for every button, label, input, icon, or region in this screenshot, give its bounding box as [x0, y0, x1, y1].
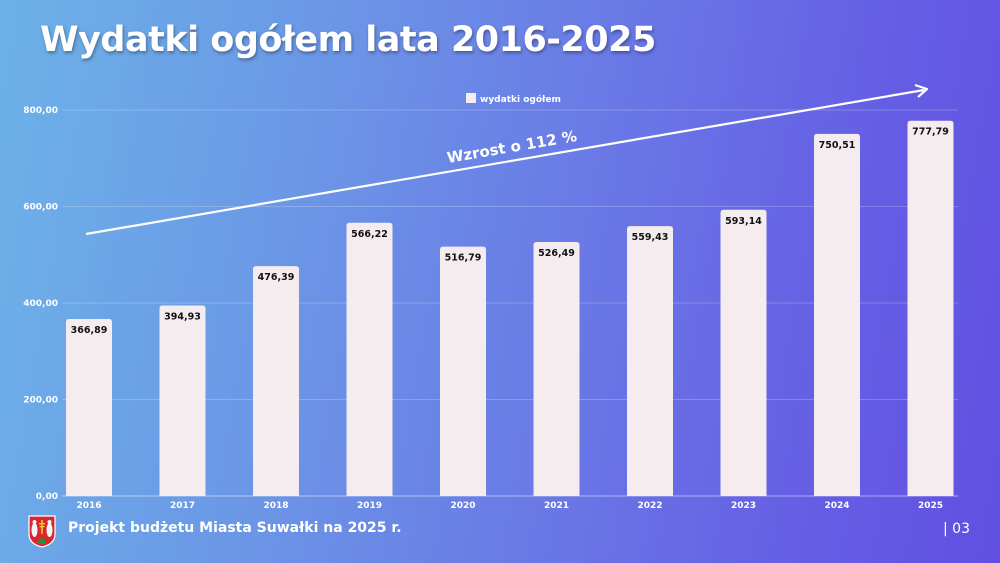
trend-arrowhead	[914, 83, 929, 98]
trend-arrow-line	[85, 88, 925, 236]
data-label: 526,49	[538, 248, 575, 259]
x-tick-label: 2016	[76, 501, 101, 511]
x-axis-labels: 2016 2017 2018 2019 2020 2021 2022 2023 2024 2025	[76, 501, 943, 511]
x-tick-label: 2024	[824, 501, 849, 511]
legend-label: wydatki ogółem	[480, 94, 561, 105]
bar-2024	[814, 133, 860, 497]
x-tick-label: 2019	[357, 501, 382, 511]
suwalki-coat-of-arms-icon	[28, 515, 56, 548]
bar-2021	[533, 241, 580, 496]
bar-2025	[907, 120, 954, 497]
data-label: 750,51	[819, 140, 856, 151]
y-tick-label: 400,00	[23, 299, 58, 309]
data-label: 777,79	[912, 127, 949, 138]
slide-title: Wydatki ogółem lata 2016-2025	[40, 20, 656, 60]
bar-2020	[440, 246, 486, 496]
bar-2017	[159, 305, 206, 496]
data-label: 476,39	[258, 272, 295, 283]
data-label: 516,79	[445, 253, 482, 264]
legend-swatch	[466, 93, 476, 103]
bar-2022	[627, 226, 673, 497]
y-tick-label: 200,00	[23, 396, 58, 406]
data-label: 559,43	[632, 232, 669, 243]
x-tick-label: 2022	[637, 501, 662, 511]
y-tick-label: 600,00	[23, 203, 58, 213]
bar-2018	[253, 266, 299, 496]
data-label: 366,89	[71, 325, 108, 336]
footer-title: Projekt budżetu Miasta Suwałki na 2025 r…	[68, 520, 402, 536]
trend-arrow	[85, 83, 929, 236]
y-tick-label: 0,00	[36, 492, 58, 502]
x-tick-label: 2021	[544, 501, 569, 511]
bar-series: 366,89 394,93 476,39 566,22 516,79 526,49 559,…	[66, 120, 954, 497]
data-label: 394,93	[164, 311, 201, 322]
bar-2023	[720, 209, 767, 497]
data-label: 566,22	[351, 229, 388, 240]
bar-2019	[346, 222, 393, 497]
bar-2016	[66, 318, 112, 496]
x-tick-label: 2025	[918, 501, 943, 511]
legend: wydatki ogółem	[466, 93, 561, 105]
y-tick-label: 800,00	[23, 106, 58, 116]
x-tick-label: 2017	[170, 501, 195, 511]
gridlines	[62, 109, 958, 497]
x-tick-label: 2018	[263, 501, 288, 511]
x-tick-label: 2020	[450, 501, 475, 511]
x-tick-label: 2023	[731, 501, 756, 511]
page-number: | 03	[943, 521, 970, 537]
data-label: 593,14	[725, 216, 762, 227]
y-axis-labels: 0,00 200,00 400,00 600,00 800,00	[23, 106, 58, 502]
